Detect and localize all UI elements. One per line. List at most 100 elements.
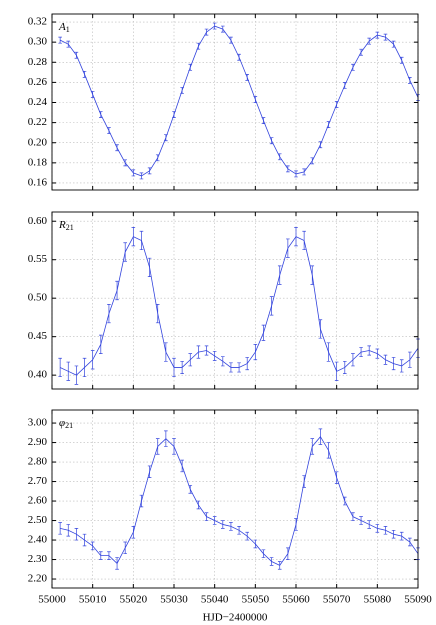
error-bar xyxy=(58,357,62,378)
error-bar xyxy=(391,40,396,48)
error-bar xyxy=(261,117,266,124)
error-bar xyxy=(99,111,103,118)
error-bar xyxy=(351,353,355,367)
error-bar xyxy=(286,547,290,560)
error-bar xyxy=(399,56,404,64)
error-bar xyxy=(66,524,71,537)
panel-label-subscript: 21 xyxy=(65,421,73,430)
data-line xyxy=(59,236,419,376)
error-bar xyxy=(99,551,103,560)
error-bar xyxy=(237,526,241,535)
error-bar xyxy=(66,361,71,381)
error-bar xyxy=(164,430,168,447)
x-tick-label: 55070 xyxy=(323,594,351,606)
error-bar xyxy=(155,438,160,455)
error-bar xyxy=(188,353,193,367)
error-bar xyxy=(261,324,266,341)
error-bar xyxy=(147,465,152,479)
error-bar xyxy=(253,344,258,361)
error-bar xyxy=(237,53,241,61)
error-bar xyxy=(164,342,168,362)
x-tick-label: 55050 xyxy=(242,594,270,606)
error-bar xyxy=(383,354,388,365)
error-bar xyxy=(359,347,363,358)
error-bar xyxy=(253,96,258,103)
error-bar xyxy=(343,496,347,506)
error-bar xyxy=(90,541,95,551)
error-bar xyxy=(359,48,363,56)
error-bar xyxy=(58,36,62,44)
plot-frame xyxy=(51,13,419,191)
error-bar xyxy=(82,357,87,378)
y-tick-label: 0.24 xyxy=(28,96,48,108)
y-tick-label: 2.40 xyxy=(28,534,48,546)
error-bar xyxy=(277,153,282,161)
error-bar xyxy=(180,459,184,473)
error-bar xyxy=(172,357,176,378)
error-bar xyxy=(351,63,355,71)
x-tick-label: 55000 xyxy=(38,594,66,606)
error-bar xyxy=(245,357,249,371)
error-bar xyxy=(351,512,355,521)
error-bar xyxy=(334,361,339,381)
error-bar xyxy=(286,238,290,258)
y-tick-label: 2.70 xyxy=(28,475,48,487)
y-tick-label: 0.20 xyxy=(28,136,48,148)
error-bar xyxy=(310,265,315,285)
error-bar xyxy=(391,357,396,371)
y-tick-label: 0.18 xyxy=(28,156,48,168)
y-tick-label: 0.26 xyxy=(28,76,48,88)
error-bar xyxy=(408,537,412,547)
y-tick-label: 2.30 xyxy=(28,553,48,565)
error-bar xyxy=(310,438,315,455)
error-bar xyxy=(237,362,241,373)
y-tick-label: 3.00 xyxy=(28,417,48,429)
error-bar xyxy=(188,63,193,71)
x-tick-label: 55060 xyxy=(282,594,310,606)
error-bar xyxy=(172,438,176,455)
error-bar xyxy=(204,345,209,356)
error-bar xyxy=(334,101,339,108)
error-bar xyxy=(74,365,79,385)
error-bar xyxy=(310,157,315,165)
y-tick-label: 0.28 xyxy=(28,56,48,68)
panel-label-symbol: φ xyxy=(59,417,65,429)
error-bar xyxy=(188,485,193,494)
error-bar xyxy=(326,442,331,459)
plot-frame xyxy=(51,409,419,589)
error-bar xyxy=(302,230,306,251)
y-tick-label: 0.55 xyxy=(28,253,48,265)
error-bar xyxy=(180,87,184,94)
panel-label-symbol: R xyxy=(58,219,66,231)
error-bar xyxy=(383,33,388,41)
y-tick-label: 2.80 xyxy=(28,456,48,468)
error-bar xyxy=(229,522,233,531)
error-bar xyxy=(66,40,71,48)
y-tick-label: 0.32 xyxy=(28,16,47,28)
error-bar xyxy=(367,345,371,356)
error-bar xyxy=(123,159,127,167)
error-bar xyxy=(212,22,217,30)
error-bar xyxy=(90,350,95,370)
error-bar xyxy=(343,82,347,89)
y-tick-label: 0.40 xyxy=(28,369,48,381)
x-tick-label: 55010 xyxy=(79,594,107,606)
error-bar xyxy=(326,342,331,362)
x-axis-label: HJD−2400000 xyxy=(203,612,268,624)
error-bar xyxy=(131,526,136,539)
panel-label-symbol: A xyxy=(58,21,66,33)
error-bar xyxy=(367,37,371,45)
error-bar xyxy=(139,172,144,180)
error-bar xyxy=(131,169,136,177)
error-bar xyxy=(294,518,298,531)
y-tick-label: 0.16 xyxy=(28,176,48,188)
y-tick-label: 0.30 xyxy=(28,36,48,48)
error-bar xyxy=(74,51,79,59)
error-bar xyxy=(408,351,412,368)
x-tick-label: 55020 xyxy=(120,594,148,606)
plot-frame xyxy=(51,211,419,390)
error-bar xyxy=(155,154,160,162)
error-bar xyxy=(180,360,184,374)
error-bar xyxy=(253,539,258,549)
error-bar xyxy=(318,428,323,445)
